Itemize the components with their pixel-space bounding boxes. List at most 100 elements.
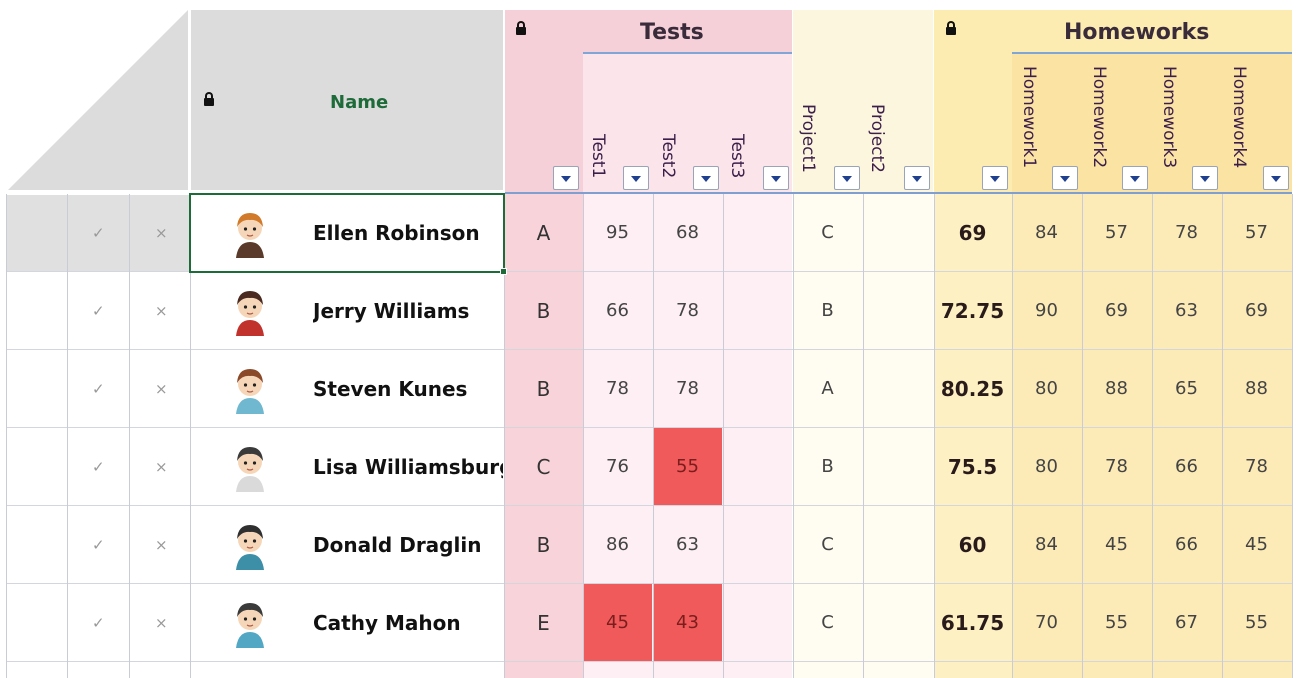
corner-header[interactable] [8,10,188,190]
hw1-cell[interactable]: 80 [1035,456,1058,477]
student-name[interactable]: Donald Draglin [313,533,482,557]
hw3-cell[interactable]: 66 [1175,534,1198,555]
homework2-filter-dropdown[interactable] [1122,166,1148,190]
test2-cell[interactable]: 78 [676,378,699,399]
grade-cell[interactable]: E [537,610,550,635]
column-divider [863,194,864,678]
hw4-cell[interactable]: 88 [1245,378,1268,399]
avg-cell[interactable]: 72.75 [940,298,1005,323]
test2-cell[interactable]: 43 [653,584,722,661]
hw2-cell[interactable]: 45 [1105,534,1128,555]
student-name[interactable]: Ellen Robinson [313,221,480,245]
avg-cell[interactable]: 75.5 [947,454,998,479]
homework4-filter-dropdown[interactable] [1263,166,1289,190]
test3-cell[interactable] [723,350,792,427]
test3-filter-dropdown[interactable] [763,166,789,190]
selected-row-header[interactable] [6,195,190,271]
hw3-cell[interactable]: 66 [1175,456,1198,477]
grade-cell[interactable]: B [536,376,551,401]
test2-cell[interactable]: 68 [676,222,699,243]
project1-cell[interactable]: B [821,456,834,477]
hw3-cell[interactable]: 67 [1175,612,1198,633]
project2-cell[interactable] [863,194,932,271]
project2-cell[interactable] [863,428,932,505]
approve-check-icon[interactable]: ✓ [92,458,105,476]
project2-cell[interactable] [863,350,932,427]
reject-x-icon[interactable]: × [155,302,168,320]
hw4-cell[interactable]: 69 [1245,300,1268,321]
project1-cell[interactable]: C [821,534,834,555]
project1-cell[interactable]: C [821,222,834,243]
average-filter-dropdown[interactable] [982,166,1008,190]
test3-cell[interactable] [723,194,792,271]
hw4-cell[interactable]: 57 [1245,222,1268,243]
hw1-cell[interactable]: 80 [1035,378,1058,399]
approve-check-icon[interactable]: ✓ [92,536,105,554]
fill-handle[interactable] [500,268,507,275]
hw4-cell[interactable]: 78 [1245,456,1268,477]
student-name[interactable]: Steven Kunes [313,377,468,401]
project1-cell[interactable]: B [821,300,834,321]
homework1-filter-dropdown[interactable] [1052,166,1078,190]
project1-cell[interactable]: C [821,612,834,633]
test1-cell[interactable]: 78 [606,378,629,399]
avg-cell[interactable]: 61.75 [940,610,1005,635]
test3-cell[interactable] [723,272,792,349]
project1-filter-dropdown[interactable] [834,166,860,190]
approve-check-icon[interactable]: ✓ [92,302,105,320]
reject-x-icon[interactable]: × [155,224,168,242]
approve-check-icon[interactable]: ✓ [92,224,105,242]
hw2-cell[interactable]: 69 [1105,300,1128,321]
hw1-cell[interactable]: 84 [1035,534,1058,555]
student-name[interactable]: Cathy Mahon [313,611,461,635]
hw1-cell[interactable]: 70 [1035,612,1058,633]
student-name[interactable]: Lisa Williamsburg [313,455,503,479]
hw3-cell[interactable]: 65 [1175,378,1198,399]
project2-filter-dropdown[interactable] [904,166,930,190]
test1-cell[interactable]: 86 [606,534,629,555]
hw4-cell[interactable]: 55 [1245,612,1268,633]
test1-cell[interactable]: 66 [606,300,629,321]
test3-cell[interactable] [723,506,792,583]
reject-x-icon[interactable]: × [155,458,168,476]
hw4-cell[interactable]: 45 [1245,534,1268,555]
student-name[interactable]: Jerry Williams [313,299,470,323]
project2-cell[interactable] [863,584,932,661]
hw3-cell[interactable]: 63 [1175,300,1198,321]
test2-cell[interactable]: 78 [676,300,699,321]
grade-cell[interactable]: B [536,532,551,557]
test1-cell[interactable]: 76 [606,456,629,477]
project2-cell[interactable] [863,506,932,583]
test1-filter-dropdown[interactable] [623,166,649,190]
test1-cell[interactable]: 45 [583,584,652,661]
test2-cell[interactable]: 63 [676,534,699,555]
hw2-cell[interactable]: 78 [1105,456,1128,477]
hw2-cell[interactable]: 88 [1105,378,1128,399]
hw2-cell[interactable]: 55 [1105,612,1128,633]
project1-cell[interactable]: A [821,378,834,399]
test2-cell[interactable]: 55 [653,428,722,505]
avg-cell[interactable]: 60 [958,532,987,557]
test1-cell[interactable]: 95 [606,222,629,243]
hw1-cell[interactable]: 90 [1035,300,1058,321]
grade-cell[interactable]: C [536,454,551,479]
reject-x-icon[interactable]: × [155,380,168,398]
test3-cell[interactable] [723,584,792,661]
avg-cell[interactable]: 80.25 [940,376,1005,401]
hw3-cell[interactable]: 78 [1175,222,1198,243]
reject-x-icon[interactable]: × [155,536,168,554]
grade-filter-dropdown[interactable] [553,166,579,190]
hw1-cell[interactable]: 84 [1035,222,1058,243]
approve-check-icon[interactable]: ✓ [92,380,105,398]
grade-cell[interactable]: A [536,220,551,245]
approve-check-icon[interactable]: ✓ [92,614,105,632]
project2-cell[interactable] [863,272,932,349]
hw2-cell[interactable]: 57 [1105,222,1128,243]
grade-cell[interactable]: B [536,298,551,323]
test2-filter-dropdown[interactable] [693,166,719,190]
test3-cell[interactable] [723,428,792,505]
avg-cell[interactable]: 69 [958,220,987,245]
reject-x-icon[interactable]: × [155,614,168,632]
name-column-header[interactable] [191,10,503,190]
homework3-filter-dropdown[interactable] [1192,166,1218,190]
